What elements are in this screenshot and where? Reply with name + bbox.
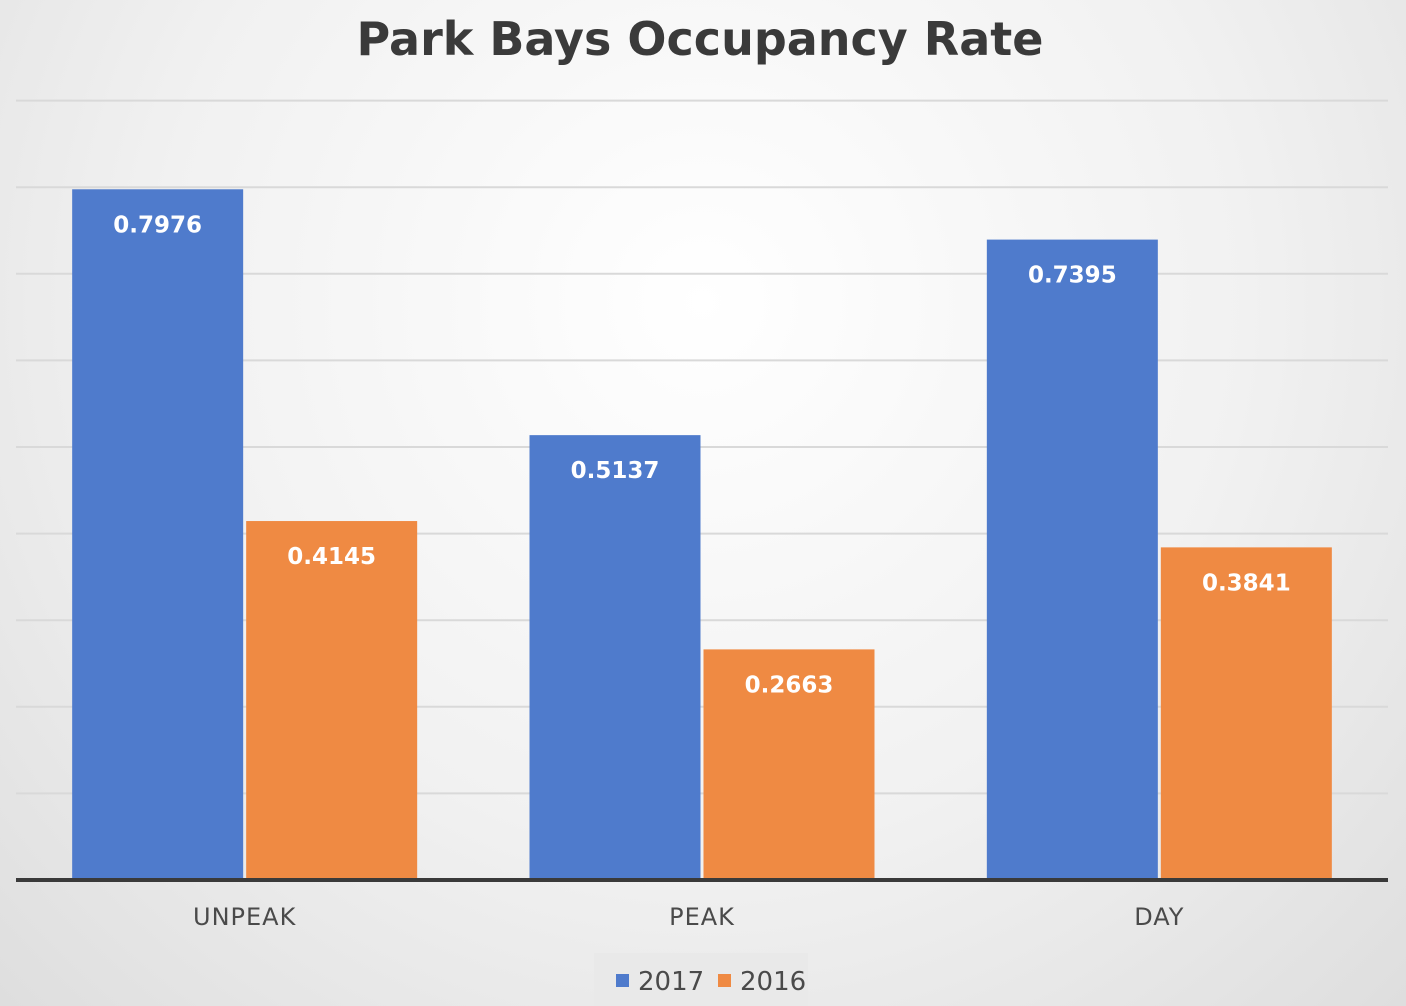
legend-label-2017: 2017 <box>638 967 704 997</box>
data-label: 0.2663 <box>745 672 834 698</box>
data-label: 0.5137 <box>571 458 660 484</box>
data-label: 0.4145 <box>287 544 376 570</box>
bar-2016-day <box>1160 547 1332 880</box>
gridlines <box>16 99 1388 795</box>
bar-2016-peak <box>703 649 875 880</box>
category-labels: UNPEAK PEAK DAY <box>193 903 1184 931</box>
data-label: 0.3841 <box>1202 570 1291 596</box>
chart-title: Park Bays Occupancy Rate <box>357 12 1044 66</box>
bar-2016-unpeak <box>246 521 418 880</box>
legend-box <box>594 953 808 1006</box>
legend-swatch-2017 <box>616 974 629 987</box>
data-label: 0.7976 <box>113 212 202 238</box>
legend-label-2016: 2016 <box>740 967 806 997</box>
bar-2017-day <box>986 239 1158 880</box>
category-label: DAY <box>1134 903 1184 931</box>
category-label: PEAK <box>669 903 735 931</box>
legend: 2017 2016 <box>594 953 808 1006</box>
category-label: UNPEAK <box>193 903 297 931</box>
bars: 0.7976 0.4145 0.5137 0.2663 0.7395 0.3841 <box>72 189 1332 881</box>
data-label: 0.7395 <box>1028 263 1117 289</box>
legend-swatch-2016 <box>718 974 731 987</box>
bar-2017-peak <box>529 435 701 880</box>
bar-2017-unpeak <box>72 189 244 881</box>
